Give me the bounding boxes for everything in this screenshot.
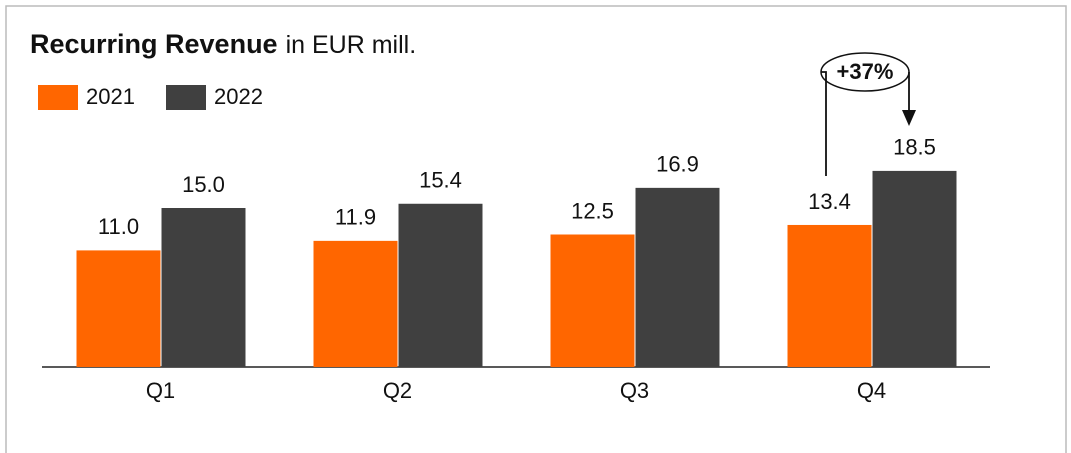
data-label: 15.4 (419, 168, 462, 193)
bar (635, 187, 720, 367)
bar (550, 234, 635, 367)
arrow-head (902, 110, 916, 126)
annotation-line (821, 71, 827, 176)
data-label: 15.0 (182, 172, 225, 197)
legend-label: 2021 (86, 84, 135, 109)
title-unit: in EUR mill. (286, 31, 417, 59)
legend-swatch (38, 85, 78, 110)
legend-swatch (166, 85, 206, 110)
bar (76, 250, 161, 367)
data-label: 13.4 (808, 189, 851, 214)
chart-title: Recurring Revenue in EUR mill. (30, 29, 416, 59)
bar (872, 170, 957, 367)
bar (313, 240, 398, 367)
data-label: 16.9 (656, 152, 699, 177)
data-label: 12.5 (571, 198, 614, 223)
bar (787, 224, 872, 367)
frame (5, 5, 1067, 453)
data-label: 11.9 (335, 205, 376, 230)
x-tick-label: Q4 (857, 378, 886, 403)
data-label: 11.0 (98, 214, 139, 239)
x-tick-label: Q1 (146, 378, 175, 403)
legend-label: 2022 (214, 84, 263, 109)
x-tick-label: Q3 (620, 378, 649, 403)
data-label: 18.5 (893, 135, 936, 160)
bar (398, 203, 483, 367)
title-main: Recurring Revenue (30, 29, 278, 59)
annotation: +37% (837, 59, 894, 84)
x-tick-label: Q2 (383, 378, 412, 403)
bar (161, 208, 246, 367)
